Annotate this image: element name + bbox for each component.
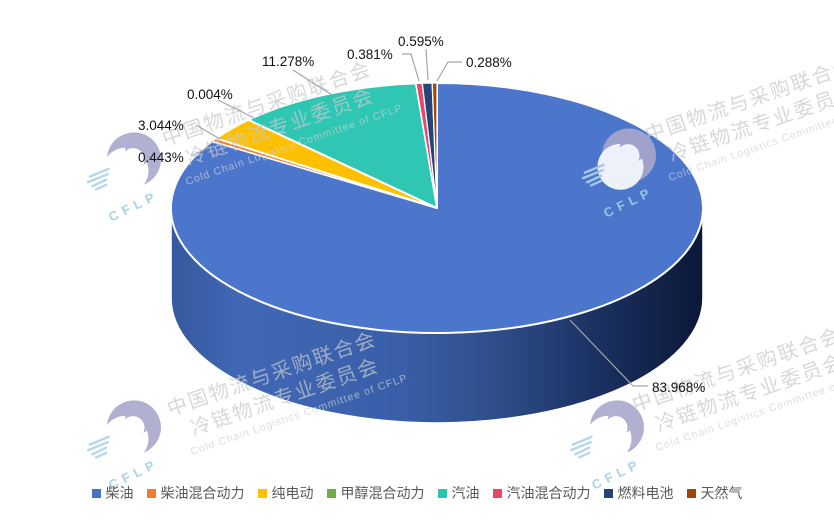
legend-item-gasoline-hybrid[interactable]: 汽油混合动力	[492, 483, 591, 503]
legend-label-natural-gas: 天然气	[700, 485, 743, 501]
legend-item-natural-gas[interactable]: 天然气	[686, 483, 743, 503]
legend-marker-natural-gas	[686, 488, 696, 498]
legend-item-fuel-cell[interactable]: 燃料电池	[603, 483, 674, 503]
legend-marker-gasoline	[437, 488, 447, 498]
pie-slice-natural-gas[interactable]	[431, 82, 438, 209]
legend-label-electric: 纯电动	[271, 485, 314, 501]
legend-item-methanol-hybrid[interactable]: 甲醇混合动力	[326, 483, 425, 503]
legend: 柴油 柴油混合动力 纯电动 甲醇混合动力 汽油 汽油混合动力 燃料电池 天然气	[0, 483, 834, 503]
legend-item-diesel-hybrid[interactable]: 柴油混合动力	[146, 483, 245, 503]
legend-item-diesel[interactable]: 柴油	[91, 483, 134, 503]
legend-label-gasoline: 汽油	[451, 485, 480, 501]
legend-item-gasoline[interactable]: 汽油	[437, 483, 480, 503]
legend-label-diesel: 柴油	[105, 485, 134, 501]
legend-marker-fuel-cell	[603, 488, 613, 498]
legend-label-diesel-hybrid: 柴油混合动力	[160, 485, 245, 501]
legend-item-electric[interactable]: 纯电动	[257, 483, 314, 503]
legend-marker-electric	[257, 488, 267, 498]
legend-label-methanol-hybrid: 甲醇混合动力	[340, 485, 425, 501]
legend-marker-methanol-hybrid	[326, 488, 336, 498]
legend-marker-diesel	[91, 488, 101, 498]
legend-marker-gasoline-hybrid	[492, 488, 502, 498]
legend-label-gasoline-hybrid: 汽油混合动力	[506, 485, 591, 501]
legend-marker-diesel-hybrid	[146, 488, 156, 498]
legend-label-fuel-cell: 燃料电池	[617, 485, 674, 501]
